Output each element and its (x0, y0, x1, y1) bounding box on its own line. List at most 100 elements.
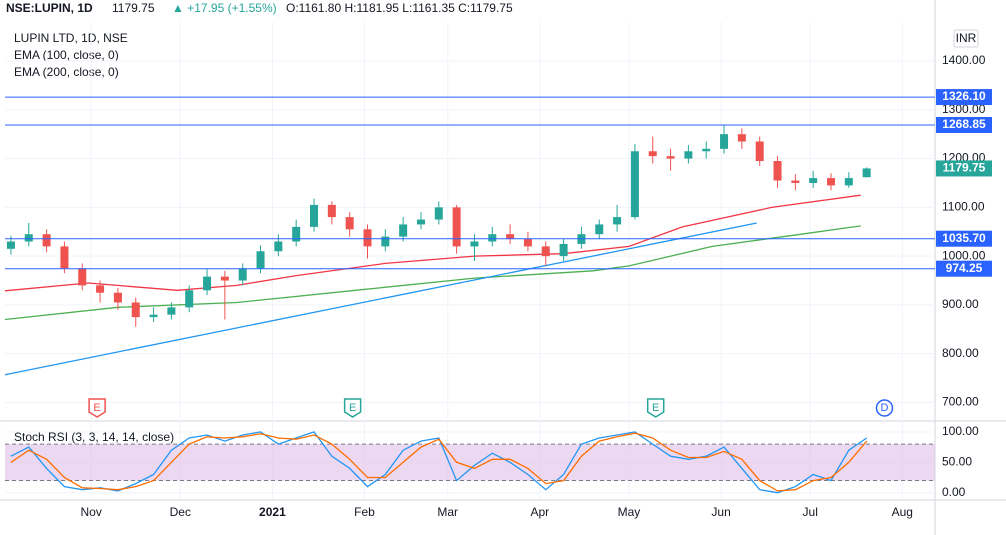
price-label-box (936, 116, 992, 133)
candle-body (256, 251, 265, 269)
candle-body (844, 178, 853, 186)
x-tick-label: 2021 (259, 505, 286, 519)
event-label[interactable]: D (881, 402, 889, 414)
stoch-line (10, 432, 868, 492)
price-label: 1268.85 (942, 117, 986, 131)
band-fill (5, 444, 935, 481)
x-tick-label: Nov (80, 505, 101, 519)
candle-body (399, 224, 408, 237)
candle-body (96, 285, 105, 293)
candle-body (292, 226, 301, 242)
y-tick-label: 100.00 (942, 424, 979, 438)
x-tick-label: Apr (530, 505, 549, 519)
candle-body (238, 268, 247, 281)
legend-ema100: EMA (100, close, 0) (14, 48, 119, 62)
candle-body (506, 234, 515, 240)
last-price: 1179.75 (112, 1, 155, 15)
last-price-box (936, 160, 992, 177)
indicator-line (4, 222, 757, 376)
legend-ema200: EMA (200, close, 0) (14, 65, 119, 79)
x-tick-label: Feb (354, 505, 375, 519)
candle-body (416, 219, 425, 225)
y-tick-label: 800.00 (942, 346, 979, 360)
candle-body (523, 239, 532, 247)
candle-body (345, 217, 354, 230)
y-tick-label: 1400.00 (942, 53, 986, 67)
candle-body (310, 204, 319, 227)
y-tick-label: 900.00 (942, 297, 979, 311)
candle-body (185, 290, 194, 308)
candle-body (862, 168, 871, 178)
candle-body (559, 243, 568, 257)
candle-body (737, 134, 746, 142)
price-label: 1326.10 (942, 89, 986, 103)
legend-title: LUPIN LTD, 1D, NSE (14, 31, 128, 45)
candle-body (648, 151, 657, 157)
candle-body (488, 234, 497, 242)
candle-body (773, 161, 782, 181)
event-icon[interactable] (875, 399, 894, 417)
candle-body (613, 217, 622, 225)
event-label[interactable]: E (349, 402, 356, 414)
candle-body (809, 178, 818, 183)
candle-body (720, 134, 729, 149)
price-label: 974.25 (946, 261, 983, 275)
candle-body (42, 234, 51, 247)
pane-title: Stoch RSI (3, 3, 14, 14, close) (14, 430, 174, 444)
price-label-box (936, 230, 992, 247)
candle-body (60, 246, 69, 269)
ohlc: O:1161.80 H:1181.95 L:1161.35 C:1179.75 (286, 1, 513, 15)
candle-body (131, 302, 140, 318)
candle-body (434, 207, 443, 220)
candle-body (452, 207, 461, 247)
x-tick-label: Dec (170, 505, 191, 519)
x-tick-label: May (618, 505, 641, 519)
candle-body (666, 156, 675, 159)
event-icon[interactable] (343, 398, 362, 418)
x-tick-label: Jul (803, 505, 818, 519)
y-tick-label: 50.00 (942, 454, 972, 468)
y-tick-label: 1100.00 (942, 200, 985, 214)
x-tick-label: Jun (711, 505, 730, 519)
last-price-label: 1179.75 (943, 161, 986, 175)
event-icon[interactable] (646, 398, 665, 418)
candle-body (6, 241, 15, 249)
price-label-box (936, 89, 992, 106)
candle-body (470, 241, 479, 247)
candle-body (702, 148, 711, 152)
x-tick-label: Mar (437, 505, 458, 519)
candle-body (113, 292, 122, 303)
candle-body (78, 268, 87, 286)
currency[interactable]: INR (956, 31, 977, 45)
candle-body (149, 314, 158, 318)
candle-body (274, 241, 283, 252)
candle-body (595, 224, 604, 235)
x-tick-label: Aug (892, 505, 913, 519)
change: ▲ +17.95 (+1.55%) (172, 1, 277, 15)
candle-body (827, 178, 836, 186)
candle-body (381, 236, 390, 247)
candle-body (220, 276, 229, 281)
candle-body (167, 307, 176, 315)
candle-body (327, 204, 336, 218)
candle-body (24, 234, 33, 242)
candle-body (791, 180, 800, 183)
stoch-line (10, 431, 868, 494)
price-label: 1035.70 (942, 231, 986, 245)
event-label[interactable]: E (93, 402, 100, 414)
indicator-line (4, 225, 861, 321)
currency-box[interactable] (953, 29, 979, 48)
event-icon[interactable] (88, 398, 106, 418)
candle-body (684, 151, 693, 159)
candle-body (363, 229, 372, 247)
candle-body (203, 276, 212, 291)
candle-body (630, 151, 639, 218)
y-tick-label: 1000.00 (942, 248, 986, 262)
y-tick-label: 1300.00 (942, 102, 986, 116)
symbol: NSE:LUPIN, 1D (6, 1, 93, 15)
candle-body (755, 141, 764, 162)
event-label[interactable]: E (652, 402, 659, 414)
price-label-box (936, 260, 992, 277)
y-tick-label: 700.00 (942, 395, 979, 409)
